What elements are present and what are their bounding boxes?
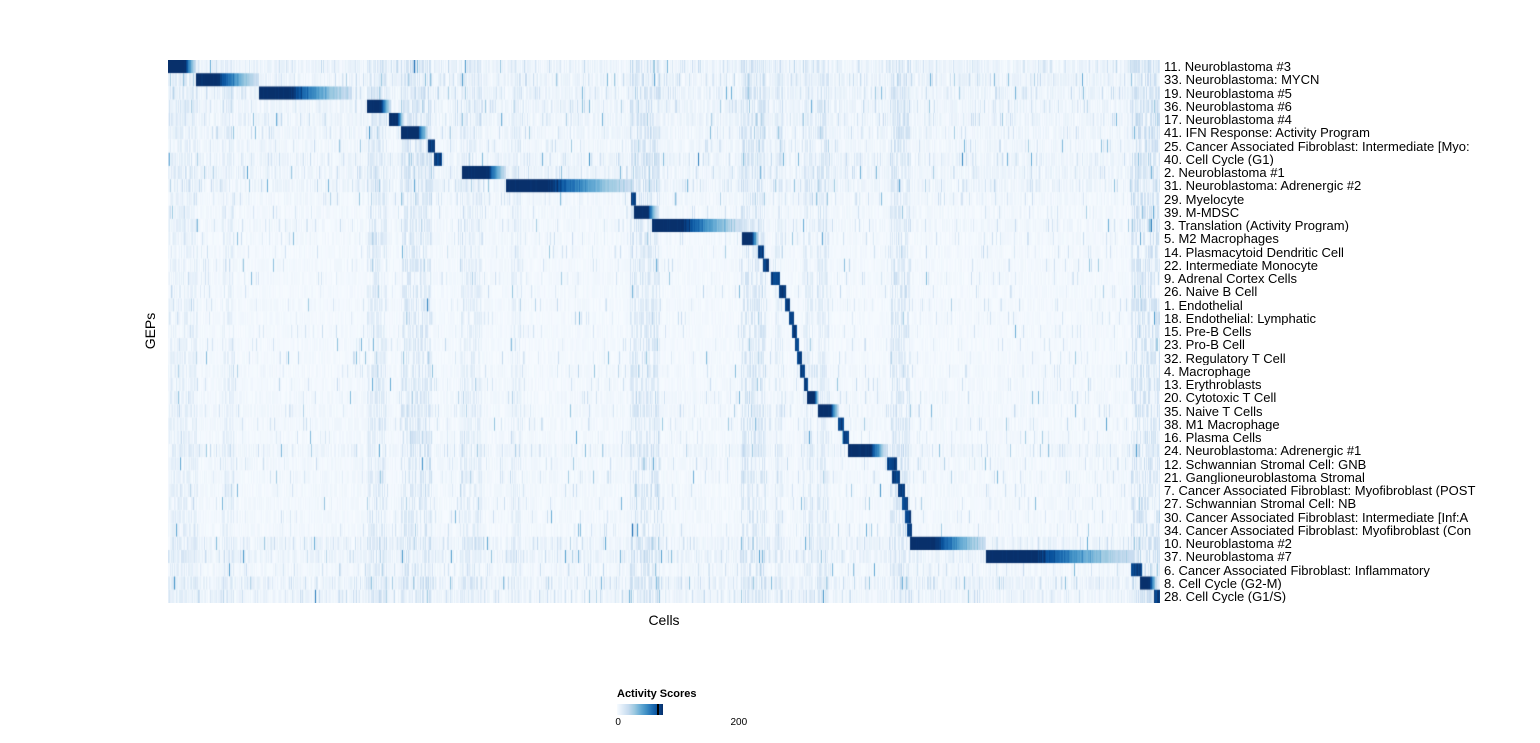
gep-row-label: 36. Neuroblastoma #6 (1164, 99, 1292, 113)
activity-scores-legend: Activity Scores 0 200 (615, 688, 757, 729)
gep-row-label: 29. Myelocyte (1164, 192, 1245, 206)
gep-row-label: 5. M2 Macrophages (1164, 232, 1279, 246)
gep-row-label: 16. Plasma Cells (1164, 431, 1262, 445)
gep-row-label: 6. Cancer Associated Fibroblast: Inflamm… (1164, 563, 1430, 577)
gep-row-label: 12. Schwannian Stromal Cell: GNB (1164, 457, 1367, 471)
gep-row-label: 31. Neuroblastoma: Adrenergic #2 (1164, 179, 1362, 193)
gep-row-label: 25. Cancer Associated Fibroblast: Interm… (1164, 139, 1470, 153)
gep-row-label: 20. Cytotoxic T Cell (1164, 391, 1277, 405)
legend-tick-200 (657, 704, 660, 715)
gep-row-label: 1. Endothelial (1164, 298, 1243, 312)
gep-row-label: 18. Endothelial: Lymphatic (1164, 311, 1317, 325)
gep-row-label: 30. Cancer Associated Fibroblast: Interm… (1164, 510, 1469, 524)
gep-row-label: 17. Neuroblastoma #4 (1164, 113, 1292, 127)
gep-row-label: 32. Regulatory T Cell (1164, 351, 1286, 365)
legend-max-label: 200 (730, 717, 748, 728)
gep-row-label: 21. Ganglioneuroblastoma Stromal (1164, 470, 1365, 484)
gep-row-labels: 11. Neuroblastoma #3 33. Neuroblastoma: M… (1164, 60, 1540, 603)
gep-row-label: 23. Pro-B Cell (1164, 338, 1245, 352)
gep-row-label: 2. Neuroblastoma #1 (1164, 166, 1285, 180)
x-axis-label: Cells (648, 612, 680, 628)
gep-row-label: 8. Cell Cycle (G2-M) (1164, 576, 1282, 590)
gep-row-label: 37. Neuroblastoma #7 (1164, 550, 1292, 564)
legend-title: Activity Scores (617, 688, 697, 700)
gep-row-label: 13. Erythroblasts (1164, 378, 1262, 392)
gep-row-label: 40. Cell Cycle (G1) (1164, 152, 1274, 166)
legend-axis: 0 200 (615, 717, 757, 729)
heatmap-canvas (168, 60, 1160, 603)
gep-row-label: 34. Cancer Associated Fibroblast: Myofib… (1164, 523, 1472, 537)
gep-row-label: 14. Plasmacytoid Dendritic Cell (1164, 245, 1344, 259)
gep-row-label: 19. Neuroblastoma #5 (1164, 86, 1292, 100)
legend-min-label: 0 (615, 717, 621, 728)
gep-row-label: 38. M1 Macrophage (1164, 417, 1280, 431)
gep-row-label: 15. Pre-B Cells (1164, 325, 1252, 339)
gep-row-label: 33. Neuroblastoma: MYCN (1164, 73, 1320, 87)
gep-row-label: 27. Schwannian Stromal Cell: NB (1164, 497, 1357, 511)
gep-row-label: 41. IFN Response: Activity Program (1164, 126, 1370, 140)
legend-gradient-bar (617, 704, 663, 715)
gep-row-label: 24. Neuroblastoma: Adrenergic #1 (1164, 444, 1362, 458)
gep-row-label: 7. Cancer Associated Fibroblast: Myofibr… (1164, 484, 1476, 498)
gep-row-label: 22. Intermediate Monocyte (1164, 258, 1318, 272)
gep-row-label: 10. Neuroblastoma #2 (1164, 537, 1292, 551)
gep-row-label: 39. M-MDSC (1164, 205, 1240, 219)
gep-row-label: 11. Neuroblastoma #3 (1164, 60, 1291, 74)
gep-row-label: 4. Macrophage (1164, 364, 1251, 378)
gep-row-label: 3. Translation (Activity Program) (1164, 219, 1349, 233)
y-axis-label: GEPs (142, 312, 158, 350)
gep-row-label: 26. Naive B Cell (1164, 285, 1258, 299)
gep-row-label: 28. Cell Cycle (G1/S) (1164, 590, 1287, 603)
gep-row-label: 35. Naive T Cells (1164, 404, 1263, 418)
gep-row-label: 9. Adrenal Cortex Cells (1164, 272, 1297, 286)
